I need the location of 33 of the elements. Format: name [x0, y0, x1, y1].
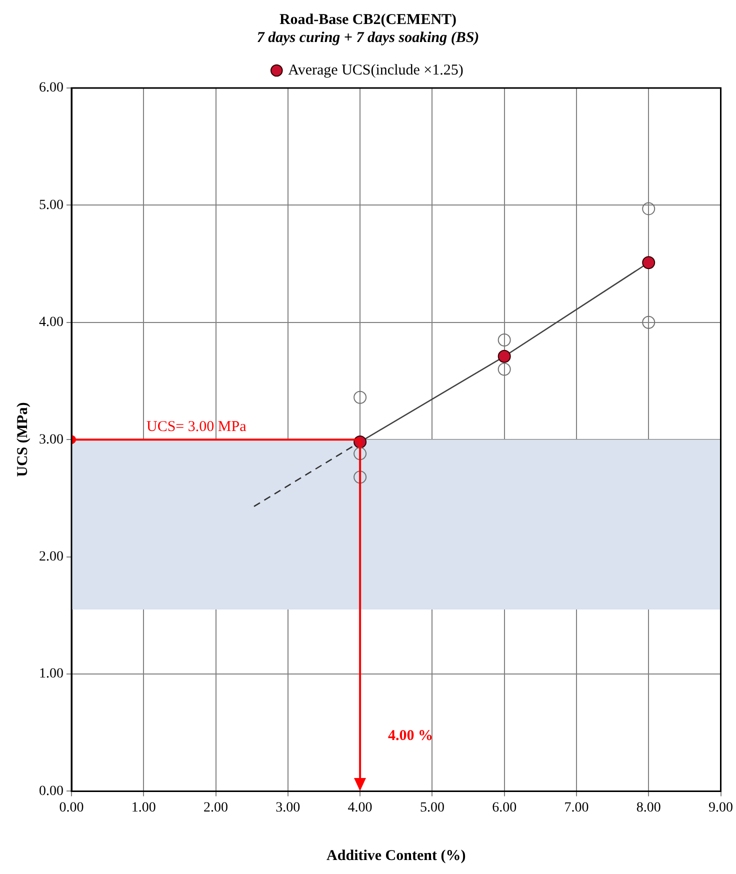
- point: [354, 447, 367, 460]
- x-tick-label: 8.00: [636, 800, 661, 816]
- point: [498, 333, 511, 346]
- y-tick-label: 4.00: [39, 315, 64, 330]
- point: [642, 316, 656, 329]
- x-tick-label: 3.00: [276, 800, 300, 816]
- ref-line-label: UCS= 3.00 MPa: [146, 419, 247, 436]
- x-tick-label: 9.00: [708, 800, 733, 816]
- point: [642, 256, 656, 270]
- x-tick-label: 5.00: [420, 800, 444, 816]
- ref-line-label: 4.00 %: [388, 728, 434, 744]
- y-tick-label: 2.00: [39, 549, 64, 564]
- x-tick-label: 1.00: [131, 800, 156, 816]
- y-tick-label: 6.00: [39, 80, 64, 96]
- y-tick-label: 5.00: [39, 198, 64, 213]
- point: [354, 390, 367, 404]
- x-tick-label: 7.00: [564, 800, 589, 816]
- x-tick-label: 6.00: [492, 800, 517, 816]
- point: [642, 202, 656, 216]
- chart-title: Road-Base CB2(CEMENT): [279, 12, 457, 28]
- point: [354, 470, 367, 484]
- y-tick-label: 1.00: [39, 666, 64, 682]
- point: [498, 350, 511, 363]
- x-tick-label: 2.00: [204, 800, 228, 816]
- y-tick-label: 3.00: [39, 432, 64, 448]
- x-tick-label: 4.00: [348, 800, 372, 816]
- point: [498, 362, 511, 376]
- x-axis-title: Additive Content (%): [326, 848, 466, 864]
- legend-label: Average UCS(include ×1.25): [288, 62, 464, 78]
- chart-subtitle: 7 days curing + 7 days soaking (BS): [256, 30, 480, 46]
- y-axis-title: UCS (MPa): [14, 402, 31, 477]
- y-tick-label: 0.00: [39, 784, 64, 799]
- x-tick-label: 0.00: [59, 800, 84, 816]
